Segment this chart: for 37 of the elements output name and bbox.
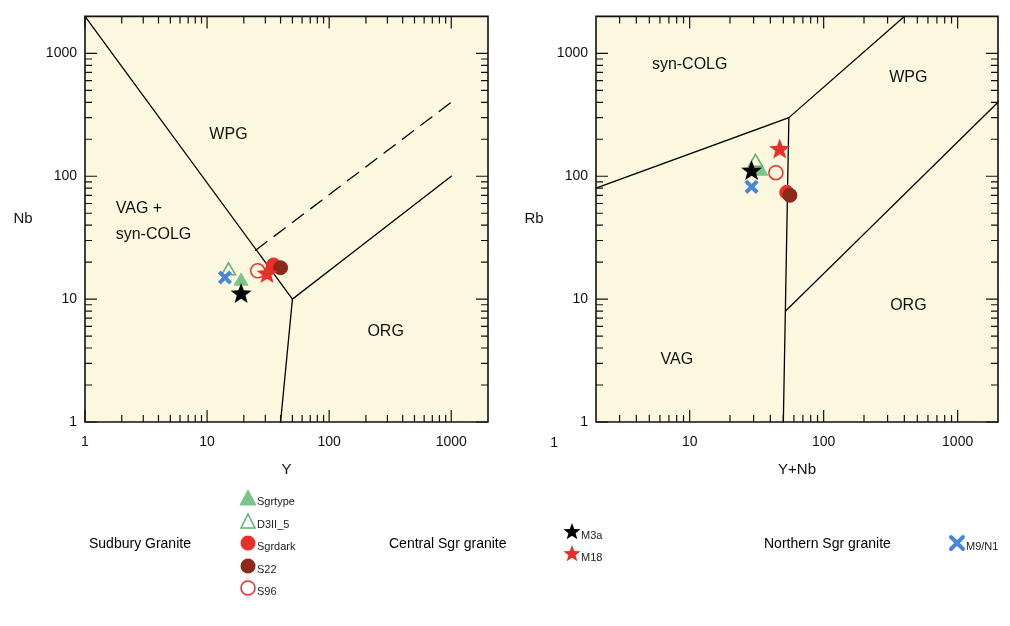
legend-label: S22 [257, 562, 277, 575]
text: Northern Sgr granite [764, 535, 891, 551]
x-tick-label: 1000 [435, 433, 468, 450]
annotation: ORG [890, 296, 927, 314]
annotation: ORG [367, 321, 404, 339]
x-tick-label: 10 [681, 433, 698, 450]
legend-label: M18 [581, 551, 603, 564]
y-tick-label: 1000 [45, 44, 78, 61]
annotation: VAG [660, 349, 694, 367]
y-tick-label: 1 [69, 412, 78, 429]
legend-label: M9/N1 [966, 540, 999, 552]
y-axis-title: Nb [13, 209, 33, 227]
annotation: syn-COLG [651, 55, 728, 73]
annotation: VAG + syn-COLG [115, 198, 192, 242]
y-tick-label: 10 [572, 289, 589, 306]
legend-label: D3II_5 [257, 517, 290, 530]
legend-label: Sgrdark [257, 540, 296, 552]
y-axis-title: Rb [524, 209, 544, 227]
x-tick-label: 100 [317, 433, 342, 450]
y-tick-label: 100 [564, 167, 589, 184]
x-tick-label: 1000 [942, 433, 974, 450]
annotation: WPG [889, 67, 928, 85]
annotation: WPG [209, 124, 248, 142]
y-tick-label: 100 [53, 167, 78, 184]
x-axis-title: Y [281, 460, 292, 478]
x-axis-title: Y+Nb [778, 460, 816, 478]
y-tick-label: 10 [61, 289, 78, 306]
y-tick-label: 1000 [556, 44, 589, 61]
text: Central Sgr granite [389, 535, 507, 551]
text: Sudbury Granite [89, 535, 191, 551]
legend-label: S96 [257, 585, 277, 597]
y-tick-label: 1 [580, 412, 589, 429]
x-tick-label: 100 [811, 433, 836, 450]
legend-label: Sgrtype [257, 495, 295, 507]
x-tick-label: 10 [199, 433, 216, 450]
legend-label: M3a [581, 528, 603, 541]
x-tick-label: 1 [81, 433, 90, 450]
